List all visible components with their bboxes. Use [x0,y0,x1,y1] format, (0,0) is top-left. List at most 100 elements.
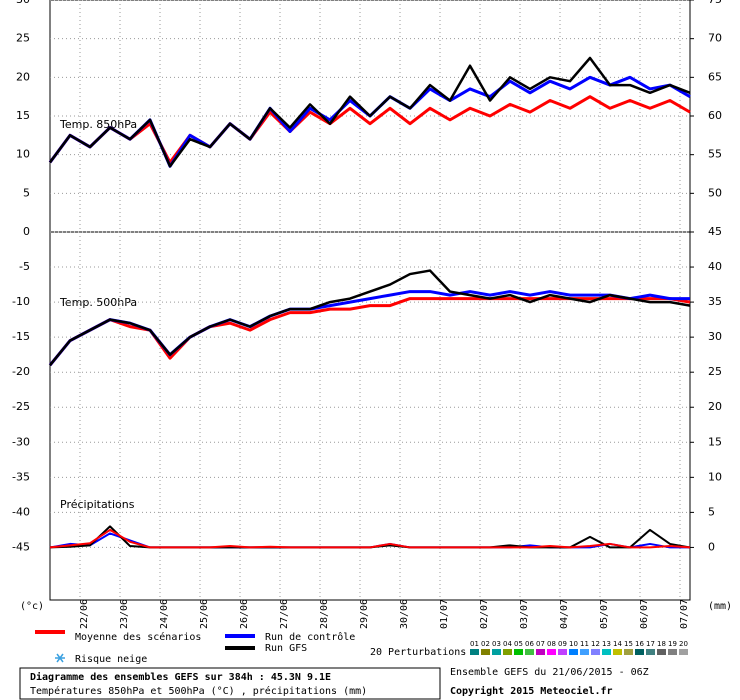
series-line [49,528,691,549]
y-tick-label: -5 [19,260,30,273]
perturbation-label: 01 [470,640,479,648]
legend-label: Moyenne des scénarios [75,631,201,643]
perturbation-label: 18 [657,640,666,648]
x-tick-label: 26/06 [239,599,250,629]
perturbation-label: 20 [679,640,688,648]
y-tick-label: -10 [12,295,30,308]
y2-tick-label: 45 [708,225,722,238]
perturbation-label: 15 [624,640,633,648]
perturbation-label: 05 [514,640,523,648]
x-tick-label: 28/06 [319,599,330,629]
perturbation-label: 06 [525,640,534,648]
y-tick-label: -15 [12,330,30,343]
perturbation-label: 16 [635,640,644,648]
series-line [48,56,691,168]
footer-box [19,667,441,700]
x-tick-label: 27/06 [279,599,290,629]
y2-tick-label: 25 [708,365,722,378]
x-tick-label: 02/07 [479,599,490,629]
perturbation-label: 12 [591,640,600,648]
y2-tick-label: 35 [708,295,722,308]
panel-label: Temp. 850hPa [59,118,137,131]
perturbation-label: 09 [558,640,567,648]
y-tick-label: -45 [12,540,30,553]
perturbation-swatch [558,649,567,655]
footer-run: Ensemble GEFS du 21/06/2015 - 06Z [450,667,649,678]
x-tick-label: 24/06 [159,599,170,629]
y-tick-label: 20 [16,70,30,83]
perturbation-label: 13 [602,640,611,648]
perturbation-label: 10 [569,640,578,648]
perturbation-label: 14 [613,640,622,648]
perturbation-swatch [591,649,600,655]
perturbation-label: 19 [668,640,677,648]
perturbation-label: 07 [536,640,545,648]
perturbation-swatch [646,649,655,655]
y2-tick-label: 20 [708,400,722,413]
y2-tick-label: 5 [708,505,715,518]
perturbation-label: 17 [646,640,655,648]
perturbation-swatch [635,649,644,655]
footer-title: Diagramme des ensembles GEFS sur 384h : … [30,671,331,683]
x-tick-label: 01/07 [439,599,450,629]
perturbation-swatch [613,649,622,655]
y2-tick-label: 65 [708,70,722,83]
perturbation-swatch [624,649,633,655]
y2-tick-label: 50 [708,186,722,199]
perturbation-label: 03 [492,640,501,648]
perturbation-label: 04 [503,640,512,648]
perturbation-swatch [580,649,589,655]
perturbation-swatch [569,649,578,655]
y2-tick-label: 15 [708,435,722,448]
x-tick-label: 07/07 [679,599,690,629]
y2-tick-label: 55 [708,148,722,161]
x-tick-label: 04/07 [559,599,570,629]
x-tick-label: 23/06 [119,599,130,629]
snow-icon [55,653,65,663]
y2-tick-label: 40 [708,260,722,273]
perturbations-label: 20 Perturbations [370,647,466,658]
perturbation-swatch [503,649,512,655]
x-tick-label: 03/07 [519,599,530,629]
x-tick-label: 30/06 [399,599,410,629]
perturbation-swatch [492,649,501,655]
x-tick-label: 25/06 [199,599,210,629]
y2-tick-label: 10 [708,470,722,483]
x-tick-label: 22/06 [79,599,90,629]
perturbation-swatch [657,649,666,655]
perturbation-swatch [470,649,479,655]
y-tick-label: 15 [16,109,30,122]
series-line [49,269,691,366]
y2-tick-label: 75 [708,0,722,6]
perturbation-swatch [679,649,688,655]
panel-label: Précipitations [60,498,135,511]
left-unit: (°c) [20,601,44,612]
y2-tick-label: 30 [708,330,722,343]
y-tick-label: 0 [23,225,30,238]
perturbation-label: 11 [580,640,589,648]
y-tick-label: -35 [12,470,30,483]
y-tick-label: -25 [12,400,30,413]
perturbation-swatch [481,649,490,655]
legend-label: Run GFS [265,643,307,654]
perturbation-label: 08 [547,640,556,648]
x-tick-label: 06/07 [639,599,650,629]
right-unit: (mm) [708,601,732,612]
y-tick-label: 10 [16,148,30,161]
y-tick-label: 5 [23,186,30,199]
footer-subtitle: Températures 850hPa et 500hPa (°C) , pré… [30,685,367,697]
footer-copyright: Copyright 2015 Meteociel.fr [450,685,613,697]
perturbation-swatch [514,649,523,655]
y-tick-label: -40 [12,505,30,518]
perturbation-label: 02 [481,640,490,648]
y2-tick-label: 60 [708,109,722,122]
perturbation-swatch [536,649,545,655]
legend-label: Run de contrôle [265,631,355,643]
perturbation-swatch [547,649,556,655]
x-tick-label: 05/07 [599,599,610,629]
perturbation-swatch [525,649,534,655]
y-tick-label: -30 [12,435,30,448]
y-tick-label: -20 [12,365,30,378]
perturbation-swatch [668,649,677,655]
